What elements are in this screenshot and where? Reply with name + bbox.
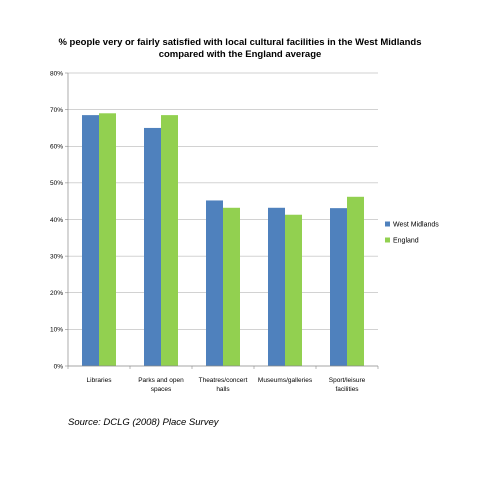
- y-tick-label: 40%: [50, 217, 63, 224]
- chart-title-line-1: % people very or fairly satisfied with l…: [58, 37, 422, 48]
- chart-title-line-2: compared with the England average: [158, 49, 322, 60]
- bar-west-midlands: [206, 200, 223, 366]
- chart-title: % people very or fairly satisfied with l…: [40, 37, 440, 61]
- category-label: Theatres/concert: [199, 377, 248, 384]
- y-tick-label: 10%: [50, 327, 63, 334]
- y-tick-label: 0%: [54, 363, 64, 370]
- bar-england: [223, 207, 240, 366]
- bars: [82, 113, 364, 367]
- legend-label: West Midlands: [393, 222, 439, 229]
- category-label: facilities: [335, 386, 359, 393]
- axes: 0% 10% 20% 30% 40% 50% 60% 70% 80% Libraries Parks…: [50, 70, 379, 393]
- y-tick-label: 50%: [50, 180, 63, 187]
- legend-swatch: [385, 221, 390, 227]
- category-label: Libraries: [87, 377, 113, 384]
- bar-england: [99, 113, 116, 366]
- y-tick-label: 20%: [50, 290, 63, 297]
- y-tick-label: 70%: [50, 107, 63, 114]
- y-tick-label: 30%: [50, 253, 63, 260]
- bar-england: [161, 115, 178, 367]
- legend: West Midlands England: [385, 221, 439, 245]
- bar-west-midlands: [330, 208, 347, 366]
- category-label: spaces: [151, 386, 172, 393]
- legend-swatch: [385, 237, 390, 243]
- category-label: Sport/leisure: [329, 377, 366, 384]
- bar-england: [347, 196, 364, 366]
- bar-england: [285, 214, 302, 366]
- category-label: Museums/galleries: [258, 377, 313, 384]
- bar-west-midlands: [82, 115, 99, 367]
- y-tick-label: 80%: [50, 70, 63, 77]
- category-label: halls: [216, 386, 230, 393]
- bar-west-midlands: [268, 207, 285, 366]
- legend-label: England: [393, 238, 419, 245]
- source-note: Source: DCLG (2008) Place Survey: [68, 417, 219, 428]
- bar-west-midlands: [144, 127, 161, 366]
- y-tick-label: 60%: [50, 144, 63, 151]
- category-label: Parks and open: [138, 377, 184, 384]
